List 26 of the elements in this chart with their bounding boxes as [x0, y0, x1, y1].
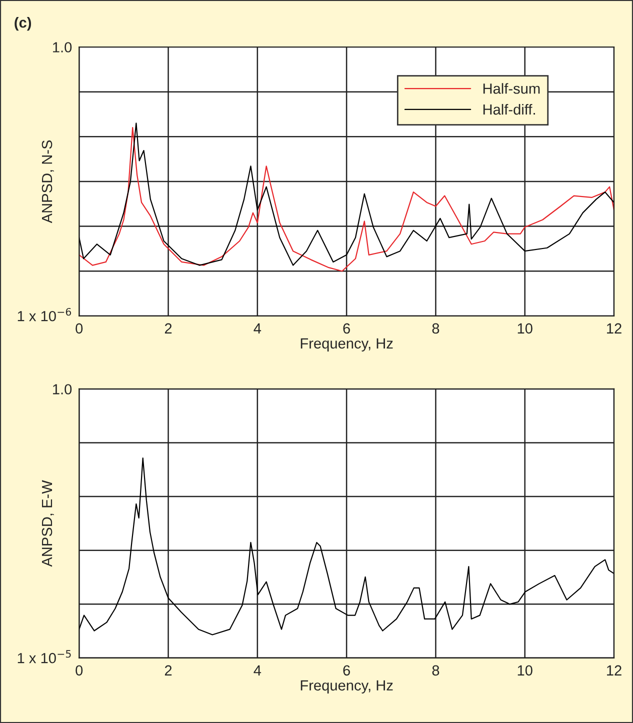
x-tick-label: 2: [164, 665, 172, 676]
legend-label: Half-sum: [483, 83, 540, 94]
x-tick-label: 12: [607, 323, 622, 334]
x-tick-label: 0: [76, 665, 83, 676]
y-axis-title: ANPSD, E-W: [42, 480, 54, 567]
x-axis-title: Frequency, Hz: [300, 680, 393, 694]
line-series: [79, 457, 614, 636]
x-tick-label: 0: [76, 323, 83, 334]
y-tick-label: 1 x 10$^{−6}$: [18, 308, 72, 322]
y-tick-label: 1.0: [53, 384, 72, 394]
y-tick-label: 1 x 10$^{−5}$: [18, 650, 71, 664]
x-axis-title: Frequency, Hz: [300, 338, 393, 352]
x-tick-label: 2: [164, 323, 172, 334]
x-tick-label: 10: [518, 323, 532, 334]
x-tick-label: 10: [518, 665, 532, 676]
chart-title: (c): [14, 17, 32, 31]
x-tick-label: 8: [432, 323, 440, 334]
x-tick-label: 6: [343, 323, 350, 334]
y-tick-label: 1.0: [53, 42, 72, 52]
x-tick-label: 8: [432, 665, 440, 676]
legend-label: Half-diff.: [483, 104, 535, 115]
x-tick-label: 4: [254, 665, 262, 676]
y-axis-title: ANPSD, N-S: [42, 140, 54, 224]
x-tick-label: 12: [607, 665, 622, 676]
x-tick-label: 6: [343, 665, 350, 676]
x-tick-label: 4: [254, 323, 262, 334]
